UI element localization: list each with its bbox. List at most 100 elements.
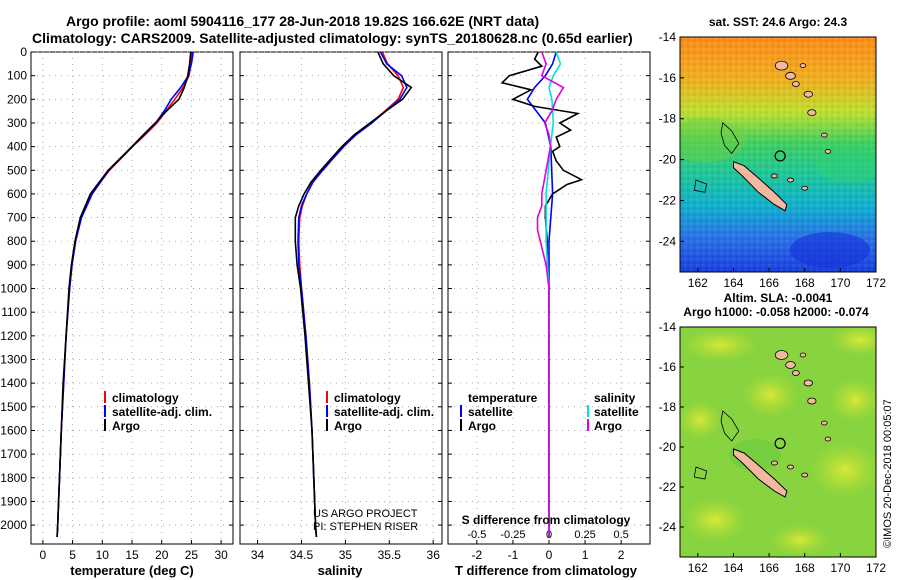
salinity-frame (239, 51, 443, 545)
depth-tick-labels: 0 100 200 300 400 500 600 700 800 900 1000 1100 1200… (0, 45, 27, 532)
map-y-tick-label: -18 (659, 112, 677, 126)
x-tick-label: 35 (339, 548, 353, 562)
difference-legend-temperature: temperature satellite Argo (460, 391, 538, 433)
loyalty-island (787, 177, 794, 183)
x-tick-label: 25 (185, 548, 199, 562)
salinity-grid (240, 51, 442, 544)
temperature-tick-labels: 0 5 10 15 20 25 30 (40, 548, 229, 562)
temperature-lines (56, 51, 194, 537)
legend-t-satellite-label: satellite (468, 405, 513, 419)
reef-outline (720, 410, 740, 442)
map-x-tick-label: 172 (866, 561, 886, 575)
map-y-tick-label: -16 (659, 360, 677, 374)
s-tick-label: 0.25 (574, 529, 595, 541)
y-tick-label: 1200 (0, 329, 27, 343)
difference-lines (500, 51, 584, 537)
map-x-tick-label: 164 (723, 561, 743, 575)
sst-map-ticks: 162 164 166 168 170 172 -14 -16 -18 -20 -22 -24 (659, 30, 887, 290)
temperature-panel: 0100200300400500600700800900100011001200… (0, 45, 234, 578)
legend-argo-label: Argo (334, 419, 362, 433)
y-tick-label: 1700 (0, 447, 27, 461)
series-line-argo (294, 51, 413, 537)
map-y-tick-label: -24 (659, 234, 677, 248)
sst-coastlines (693, 60, 832, 212)
argo-position-marker (774, 437, 786, 449)
salinity-lines (294, 51, 413, 537)
sla-blob (830, 327, 876, 356)
x-tick-label: -2 (472, 548, 483, 562)
vanuatu-island (807, 397, 817, 405)
y-tick-label: 2000 (0, 518, 27, 532)
reef-outline (693, 179, 708, 193)
legend-s-argo-label: Argo (594, 419, 622, 433)
sla-map-ticks: 162 164 166 168 170 172 -14 -16 -18 -20 -22 -24 (659, 320, 887, 575)
vanuatu-island (791, 81, 800, 87)
sla-blob (810, 442, 876, 498)
map-x-tick-label: 170 (830, 561, 850, 575)
x-tick-label: 5 (69, 548, 76, 562)
credit-project: US ARGO PROJECT (313, 508, 418, 520)
s-tick-label: 0.5 (613, 529, 628, 541)
series-line-climatology (56, 51, 193, 537)
temperature-grid (31, 51, 233, 544)
sla-coastlines (693, 350, 832, 498)
vanuatu-island (774, 60, 789, 71)
map-y-tick-label: -14 (659, 320, 677, 334)
series-line-s-argo (536, 51, 565, 537)
series-line-argo (56, 51, 192, 537)
new-caledonia-island (733, 160, 788, 212)
salinity-legend: climatology satellite-adj. clim. Argo (326, 391, 434, 433)
y-tick-label: 0 (20, 45, 27, 59)
map-y-tick-label: -20 (659, 153, 677, 167)
x-tick-label: 0 (546, 548, 553, 562)
map-x-tick-label: 166 (759, 561, 779, 575)
loyalty-island (787, 464, 794, 470)
map-y-tick-label: -22 (659, 193, 677, 207)
y-tick-label: 1100 (1, 305, 27, 319)
difference-tick-labels: -2 -1 0 1 2-0.5 -0.25 0 0.25 0.5 (467, 529, 628, 562)
imos-stamp: ©IMOS 20-Dec-2018 00:05:07 (882, 399, 894, 548)
legend-temperature-title: temperature (468, 391, 538, 405)
legend-satellite-label: satellite-adj. clim. (112, 405, 212, 419)
y-tick-label: 1000 (0, 282, 27, 296)
sst-map-panel: sat. SST: 24.6 Argo: 24.3 162 164 166 168 17… (659, 15, 887, 290)
vanuatu-island (791, 370, 800, 376)
sst-warm-patch (680, 118, 745, 162)
y-tick-label: 1600 (0, 423, 27, 437)
loyalty-island (771, 460, 778, 466)
x-tick-label: 30 (214, 548, 228, 562)
new-caledonia-island (733, 448, 788, 498)
map-x-tick-label: 168 (795, 561, 815, 575)
sst-map-frame (679, 36, 877, 273)
vanuatu-island (785, 361, 796, 369)
vanuatu-island (785, 71, 796, 80)
x-tick-label: 34.5 (290, 548, 314, 562)
salinity-panel: 34 34.5 35 35.5 36 salinity climatology sate… (239, 51, 443, 578)
argo-position-marker (774, 150, 786, 162)
s-tick-label: -0.5 (467, 529, 486, 541)
series-line-t-argo (500, 51, 584, 537)
y-tick-label: 500 (7, 163, 27, 177)
s-tick-label: -0.25 (500, 529, 525, 541)
map-y-tick-label: -14 (659, 30, 677, 44)
x-tick-label: 10 (96, 548, 110, 562)
y-tick-label: 1500 (0, 400, 27, 414)
loyalty-island (801, 472, 809, 478)
vanuatu-island (803, 90, 813, 98)
legend-s-satellite-label: satellite (594, 405, 639, 419)
legend-t-argo-label: Argo (468, 419, 496, 433)
reef-outline (693, 466, 708, 480)
y-tick-label: 900 (7, 258, 27, 272)
temperature-xlabel: temperature (deg C) (70, 563, 194, 578)
vanuatu-island (824, 149, 832, 154)
vanuatu-island (799, 63, 807, 69)
temperature-legend: climatology satellite-adj. clim. Argo (104, 391, 212, 433)
sla-map-frame (679, 326, 877, 558)
map-x-tick-label: 166 (759, 276, 779, 290)
map-y-tick-label: -16 (659, 71, 677, 85)
legend-climatology-label: climatology (334, 391, 401, 405)
legend-satellite-label: satellite-adj. clim. (334, 405, 434, 419)
sla-map-panel: Altim. SLA: -0.0041 Argo h1000: -0.058 h… (659, 291, 887, 575)
series-line-t-satellite (526, 51, 557, 537)
y-tick-label: 300 (7, 116, 27, 130)
